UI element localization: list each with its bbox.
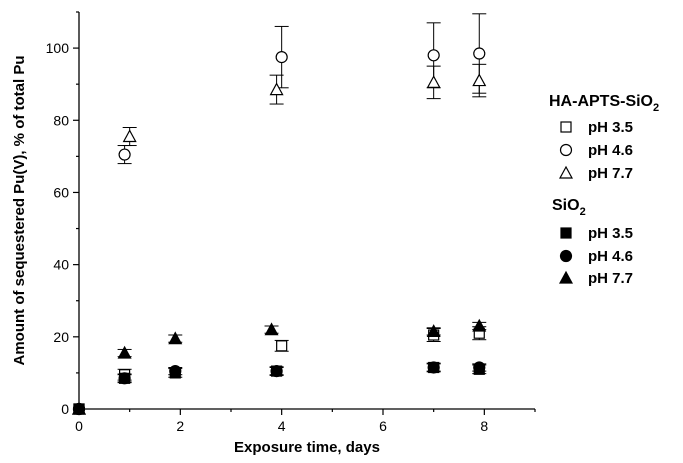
- axes: [78, 12, 535, 410]
- data-point: [118, 148, 131, 161]
- data-point: [472, 318, 487, 332]
- data-point: [427, 49, 440, 62]
- x-tick-label: 6: [379, 418, 387, 434]
- legend-label: pH 3.5: [588, 119, 633, 136]
- legend-marker: [559, 143, 573, 157]
- legend-label: pH 4.6: [588, 142, 633, 159]
- data-point: [168, 331, 183, 345]
- data-point: [169, 365, 182, 378]
- data-point: [264, 322, 279, 336]
- legend-group-ha-apts-sio2: HA-APTS-SiO2 pH 3.5 pH 4.6 pH 7.7: [549, 93, 659, 182]
- legend-group-title-subscript: 2: [653, 102, 659, 114]
- y-tick-label: 100: [46, 40, 70, 56]
- data-point: [122, 129, 137, 143]
- data-point: [71, 401, 87, 415]
- legend-label: pH 3.5: [588, 225, 633, 242]
- legend-marker: [558, 270, 574, 284]
- y-axis-title: Amount of sequestered Pu(V), % of total …: [11, 55, 28, 365]
- data-point: [118, 372, 131, 385]
- data-point: [275, 51, 288, 64]
- legend-label: pH 7.7: [588, 270, 633, 287]
- series-ha-apts-sio2-triangle: [71, 63, 487, 415]
- legend-marker: [559, 249, 573, 263]
- series-ha-apts-sio2-circle: [72, 13, 487, 416]
- y-tick-label: 80: [53, 112, 69, 128]
- legend-group-title-main: SiO: [552, 197, 580, 214]
- legend-group-title-subscript: 2: [580, 206, 586, 218]
- data-point: [427, 361, 440, 374]
- data-point: [276, 340, 288, 352]
- data-point: [426, 75, 441, 88]
- legend-label: pH 4.6: [588, 248, 633, 265]
- x-tick-label: 4: [278, 418, 286, 434]
- x-tick-label: 8: [480, 418, 488, 434]
- series-sio2-circle: [72, 361, 487, 416]
- legend-marker: [560, 227, 572, 239]
- data-point: [270, 365, 283, 378]
- legend-marker: [560, 121, 572, 133]
- legend-marker: [558, 165, 574, 179]
- data-point: [472, 73, 487, 87]
- x-tick-label: 0: [75, 418, 83, 434]
- y-tick-label: 40: [53, 257, 69, 273]
- data-point: [117, 345, 132, 359]
- x-axis-title: Exposure time, days: [234, 439, 380, 456]
- series-sio2-triangle: [71, 318, 487, 415]
- data-point: [473, 47, 486, 60]
- data-marks: [71, 13, 487, 416]
- legend-label: pH 7.7: [588, 165, 633, 182]
- legend-group-title: SiO2: [552, 197, 586, 218]
- data-point: [426, 324, 441, 338]
- y-tick-label: 20: [53, 329, 69, 345]
- x-tick-label: 2: [176, 418, 184, 434]
- data-point: [473, 361, 486, 374]
- y-tick-label: 60: [53, 184, 69, 200]
- y-tick-label: 0: [61, 401, 69, 417]
- data-point: [269, 82, 284, 96]
- legend-group-title-main: HA-APTS-SiO: [549, 93, 653, 110]
- legend-group-title: HA-APTS-SiO2: [549, 93, 659, 114]
